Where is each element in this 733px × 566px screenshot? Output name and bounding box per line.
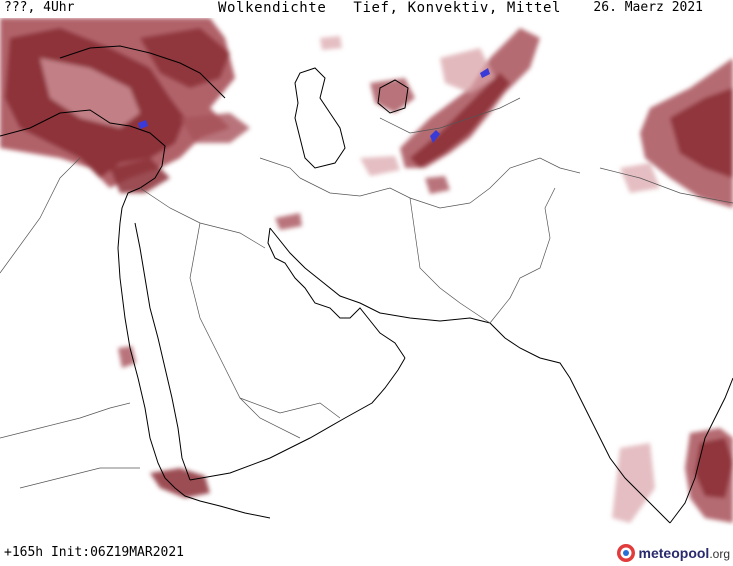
map-title: Wolkendichte Tief, Konvektiv, Mittel	[218, 0, 562, 16]
cloud-layer	[0, 18, 733, 523]
meteopool-logo-icon	[616, 544, 635, 562]
forecast-time-label: ???, 4Uhr	[4, 0, 75, 15]
country-borders	[0, 97, 733, 489]
forecast-date: 26. Maerz 2021	[593, 0, 703, 15]
meteopool-logo[interactable]: meteopool.org	[616, 542, 730, 564]
convective-cells	[138, 68, 490, 143]
weather-map	[0, 18, 733, 524]
coastlines	[0, 45, 733, 524]
model-run-info: +165h Init:06Z19MAR2021	[4, 545, 185, 560]
logo-text: meteopool.org	[638, 545, 730, 561]
